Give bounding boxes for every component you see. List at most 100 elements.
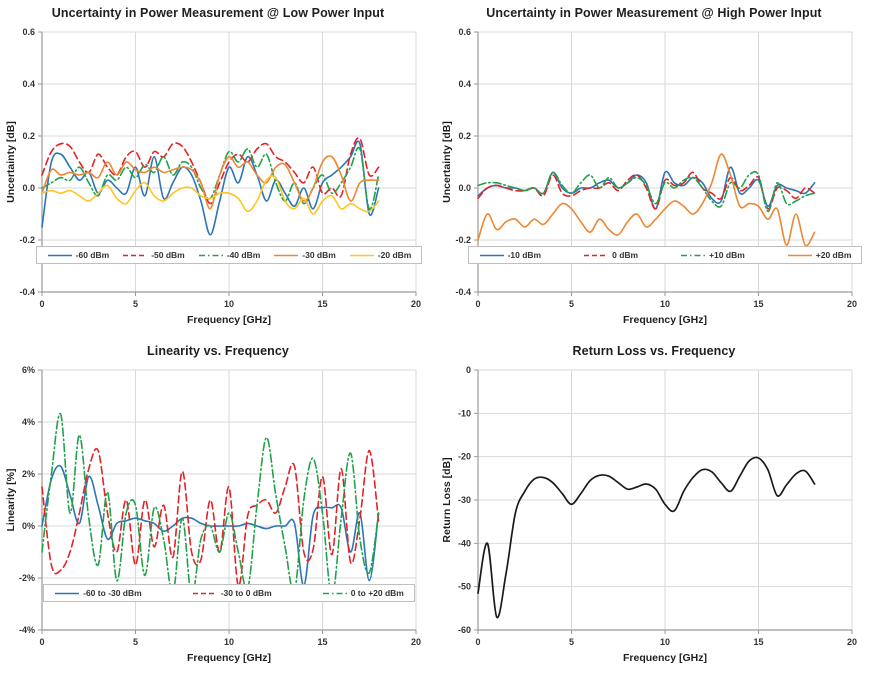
legend-item: -30 to 0 dBm xyxy=(192,588,272,598)
series-line--50-dbm xyxy=(41,137,380,205)
x-tick-label: 10 xyxy=(224,637,234,647)
y-tick-label: -20 xyxy=(458,452,471,462)
legend-label: +20 dBm xyxy=(815,250,852,260)
x-tick-label: 20 xyxy=(411,637,421,647)
chart-legend: -60 dBm -50 dBm -40 dBm -30 dBm -20 dBm xyxy=(35,246,423,264)
chart-title: Uncertainty in Power Measurement @ High … xyxy=(486,6,822,20)
legend-line-sample-icon xyxy=(479,254,504,256)
x-tick-label: 20 xyxy=(847,637,857,647)
legend-line-sample-icon xyxy=(274,254,299,256)
series-line--20-dbm xyxy=(41,175,380,215)
panel-uncertainty-low-power: 0.6 0.4 0.2 0.0 -0.2 -0.4 0 5 10 15 20 Uncertainty… xyxy=(0,0,436,338)
y-tick-label: -30 xyxy=(458,495,471,505)
legend-label: -60 dBm xyxy=(75,250,110,260)
x-tick-label: 15 xyxy=(317,637,327,647)
legend-label: -30 to 0 dBm xyxy=(220,588,272,598)
x-tick-label: 15 xyxy=(753,637,763,647)
legend-label: -50 dBm xyxy=(151,250,185,260)
legend-item: 0 dBm xyxy=(583,250,638,260)
legend-box: -60 dBm -50 dBm -40 dBm -30 dBm -20 dBm xyxy=(35,246,423,264)
chart-title: Return Loss vs. Frequency xyxy=(572,344,736,358)
legend-label: -60 to -30 dBm xyxy=(83,588,142,598)
y-tick-label: 0.6 xyxy=(22,27,35,37)
x-tick-label: 0 xyxy=(475,637,480,647)
legend-label: -40 dBm xyxy=(226,250,261,260)
x-axis-label: Frequency [GHz] xyxy=(186,652,271,664)
legend-label: -30 dBm xyxy=(302,250,336,260)
y-axis-label: Linearity [%] xyxy=(5,468,17,532)
return-loss-plot: 0 -10 -20 -30 -40 -50 -60 0 5 10 15 20 xyxy=(458,365,857,647)
x-tick-label: 5 xyxy=(133,637,138,647)
y-tick-label: -0.4 xyxy=(455,287,471,297)
legend-item: -40 dBm xyxy=(198,250,261,260)
legend-item: -10 dBm xyxy=(479,250,542,260)
x-tick-label: 0 xyxy=(475,299,480,309)
x-tick-label: 5 xyxy=(569,299,574,309)
y-tick-label: 0.2 xyxy=(22,131,35,141)
x-tick-label: 20 xyxy=(847,299,857,309)
panel-uncertainty-high-power: 0.6 0.4 0.2 0.0 -0.2 -0.4 0 5 10 15 20 Uncertainty… xyxy=(436,0,872,338)
x-tick-label: 15 xyxy=(753,299,763,309)
legend-line-sample-icon xyxy=(584,254,609,256)
y-axis-label: Return Loss [dB] xyxy=(441,457,453,543)
legend-line-sample-icon xyxy=(787,254,812,256)
chart-legend: -60 to -30 dBm -30 to 0 dBm 0 to +20 dBm xyxy=(42,584,416,602)
y-tick-label: -0.2 xyxy=(19,235,35,245)
legend-line-sample-icon xyxy=(681,254,706,256)
x-axis-label: Frequency [GHz] xyxy=(186,314,271,326)
y-tick-label: 4% xyxy=(22,417,35,427)
legend-box: -60 to -30 dBm -30 to 0 dBm 0 to +20 dBm xyxy=(43,584,415,602)
y-tick-label: -0.2 xyxy=(455,235,471,245)
y-tick-label: -4% xyxy=(19,625,35,635)
chart-title: Uncertainty in Power Measurement @ Low P… xyxy=(51,6,385,20)
legend-item: +10 dBm xyxy=(680,250,745,260)
series-line-return-loss xyxy=(477,456,816,619)
x-axis-label: Frequency [GHz] xyxy=(622,652,707,664)
x-tick-label: 0 xyxy=(39,637,44,647)
panel-linearity: 6% 4% 2% 0% -2% -4% 0 5 10 15 20 Linearity vs. Fre… xyxy=(0,338,436,676)
legend-item: -20 dBm xyxy=(349,250,411,260)
x-tick-label: 10 xyxy=(660,637,670,647)
y-axis-label: Uncertainty [dB] xyxy=(441,121,453,203)
legend-item: -30 dBm xyxy=(273,250,336,260)
legend-item: -60 to -30 dBm xyxy=(54,588,142,598)
legend-item: +20 dBm xyxy=(787,250,852,260)
legend-item: -60 dBm xyxy=(47,250,110,260)
legend-label: 0 dBm xyxy=(612,250,639,260)
y-tick-label: 6% xyxy=(22,365,35,375)
legend-line-sample-icon xyxy=(192,592,217,594)
uncertainty-low-power-plot: 0.6 0.4 0.2 0.0 -0.2 -0.4 0 5 10 15 20 xyxy=(19,27,421,309)
y-tick-label: 0.0 xyxy=(22,183,35,193)
series-line-+20-dbm xyxy=(477,153,816,247)
legend-box: -10 dBm 0 dBm +10 dBm +20 dBm xyxy=(467,246,863,264)
y-tick-label: 0.2 xyxy=(458,131,471,141)
legend-item: -50 dBm xyxy=(122,250,185,260)
x-tick-label: 10 xyxy=(660,299,670,309)
legend-line-sample-icon xyxy=(198,254,223,256)
series-line--30-dbm xyxy=(41,155,380,210)
series-line--60-to--30-dbm xyxy=(41,464,380,587)
legend-label: -10 dBm xyxy=(507,250,542,260)
legend-line-sample-icon xyxy=(349,254,374,256)
y-tick-label: -60 xyxy=(458,625,471,635)
x-tick-label: 5 xyxy=(133,299,138,309)
series-line-0-to-+20-dbm xyxy=(41,412,380,598)
legend-label: +10 dBm xyxy=(709,250,745,260)
y-tick-label: 0.4 xyxy=(22,79,35,89)
uncertainty-high-power-plot: 0.6 0.4 0.2 0.0 -0.2 -0.4 0 5 10 15 20 xyxy=(455,27,857,309)
x-tick-label: 5 xyxy=(569,637,574,647)
series-line-+10-dbm xyxy=(477,170,816,213)
panel-return-loss: 0 -10 -20 -30 -40 -50 -60 0 5 10 15 20 Return Loss … xyxy=(436,338,872,676)
y-tick-label: 0.4 xyxy=(458,79,471,89)
y-tick-label: 2% xyxy=(22,469,35,479)
y-tick-label: -40 xyxy=(458,538,471,548)
x-axis-label: Frequency [GHz] xyxy=(622,314,707,326)
x-tick-label: 20 xyxy=(411,299,421,309)
legend-item: 0 to +20 dBm xyxy=(322,588,404,598)
x-tick-label: 10 xyxy=(224,299,234,309)
y-tick-label: -2% xyxy=(19,573,35,583)
x-tick-label: 15 xyxy=(317,299,327,309)
y-axis-label: Uncertainty [dB] xyxy=(5,121,17,203)
y-tick-label: 0.6 xyxy=(458,27,471,37)
